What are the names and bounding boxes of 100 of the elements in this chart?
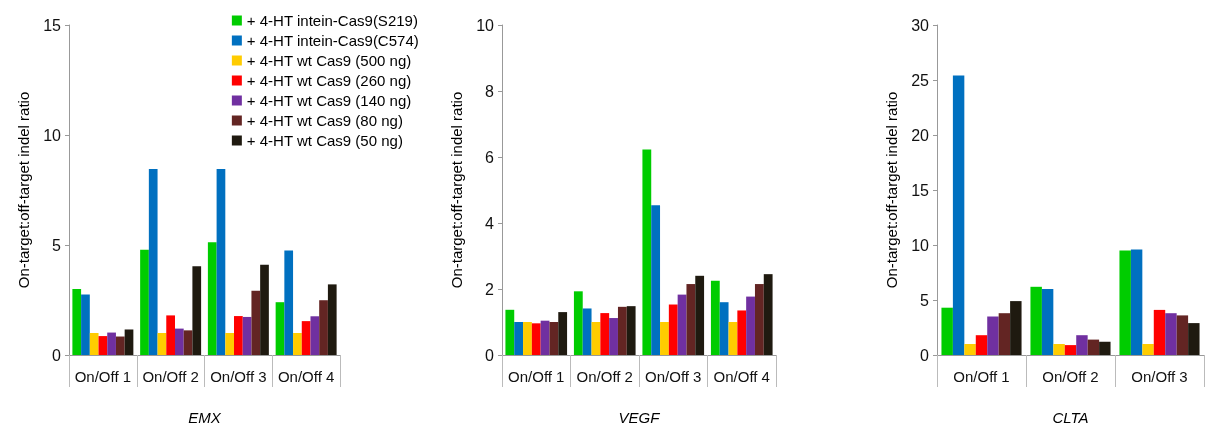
legend-label: + 4-HT wt Cas9 (500 ng) [246, 52, 412, 69]
bar [1130, 249, 1143, 355]
bar [695, 275, 705, 355]
bar [157, 333, 167, 355]
bar [225, 333, 235, 355]
y-tick-label: 15 [911, 181, 930, 199]
bar [140, 249, 149, 355]
y-tick-label: 8 [485, 82, 495, 100]
bar [987, 316, 999, 355]
bar [952, 75, 965, 355]
bar [626, 306, 636, 355]
bar [660, 322, 669, 355]
x-axis-title: EMX [188, 409, 222, 426]
legend-label: + 4-HT wt Cas9 (50 ng) [246, 132, 403, 149]
x-tick-label: On/Off 3 [645, 368, 702, 385]
bar [98, 336, 108, 355]
bar [719, 302, 729, 355]
x-tick-label: On/Off 2 [142, 368, 199, 385]
bar [600, 313, 610, 355]
bar [531, 323, 541, 355]
bar [124, 329, 134, 355]
legend-label: + 4-HT intein-Cas9(C574) [246, 32, 419, 49]
x-tick-label: On/Off 2 [1042, 368, 1099, 385]
x-axis-title: CLTA [1052, 409, 1089, 426]
bar [251, 290, 261, 355]
y-axis-title: On-target:off-target indel ratio [883, 91, 900, 289]
bar [686, 284, 696, 355]
bar [746, 296, 755, 355]
bar [72, 289, 82, 355]
bar [174, 328, 184, 355]
y-tick-label: 20 [911, 126, 930, 144]
bar [115, 336, 125, 355]
x-tick-label: On/Off 1 [508, 368, 565, 385]
bar [763, 274, 773, 355]
bar [284, 250, 294, 355]
bar [591, 322, 601, 355]
y-tick-label: 10 [476, 16, 495, 34]
bar [558, 312, 568, 355]
bar [609, 318, 618, 355]
y-tick-label: 5 [920, 291, 930, 309]
bar [582, 308, 592, 355]
y-tick-label: 30 [911, 16, 930, 34]
y-tick-label: 15 [43, 16, 62, 34]
bar [81, 294, 90, 355]
y-tick-label: 0 [485, 346, 495, 364]
bar [642, 149, 652, 355]
bar [617, 306, 627, 355]
y-tick-label: 4 [485, 214, 495, 232]
x-tick-label: On/Off 2 [576, 368, 633, 385]
bar [677, 294, 687, 355]
bar [1087, 339, 1100, 355]
bar [964, 344, 976, 355]
bar [514, 322, 524, 355]
bar [107, 332, 116, 355]
bar [998, 313, 1011, 355]
bar [310, 316, 320, 355]
bar [234, 316, 243, 355]
bar [523, 322, 532, 355]
bar [327, 284, 337, 355]
x-tick-label: On/Off 3 [210, 368, 267, 385]
x-tick-label: On/Off 3 [1131, 368, 1188, 385]
bar [1176, 315, 1189, 355]
bar [242, 316, 252, 355]
y-tick-label: 10 [911, 236, 930, 254]
y-tick-label: 0 [52, 346, 62, 364]
y-tick-label: 2 [485, 280, 495, 298]
bar [1064, 345, 1077, 355]
bar [549, 322, 559, 355]
bar [505, 309, 515, 355]
y-tick-label: 5 [52, 236, 62, 254]
legend-label: + 4-HT wt Cas9 (260 ng) [246, 72, 412, 89]
x-tick-label: On/Off 1 [74, 368, 132, 385]
bar [275, 302, 285, 355]
bar [1041, 289, 1054, 355]
y-axis-title: On-target:off-target indel ratio [448, 91, 465, 289]
bar [183, 330, 193, 355]
bar [293, 333, 302, 355]
bar [301, 321, 311, 355]
bar [1165, 313, 1177, 355]
bar [1076, 335, 1088, 355]
bar [651, 205, 661, 355]
bar [1010, 301, 1022, 355]
y-tick-label: 0 [920, 346, 930, 364]
x-tick-label: On/Off 1 [953, 368, 1010, 385]
bar [216, 168, 226, 355]
x-tick-label: On/Off 4 [277, 368, 335, 385]
y-axis-title: On-target:off-target indel ratio [15, 91, 32, 289]
x-axis-title: VEGF [618, 409, 661, 426]
bar [319, 300, 328, 355]
bar [1188, 323, 1200, 355]
bar [540, 320, 550, 355]
bar [1119, 250, 1131, 355]
y-tick-label: 25 [911, 71, 930, 89]
bar [192, 266, 202, 355]
bar [148, 168, 158, 355]
legend-label: + 4-HT wt Cas9 (140 ng) [246, 92, 412, 109]
bar [754, 284, 764, 355]
bar [975, 335, 988, 355]
bar [728, 322, 738, 355]
bar [1030, 286, 1042, 355]
